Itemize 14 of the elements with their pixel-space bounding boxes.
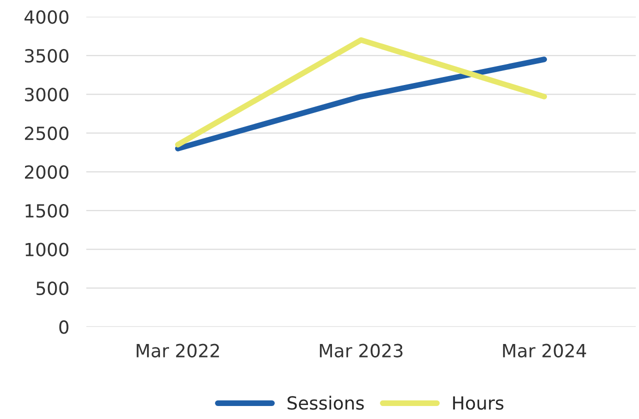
y-tick-label: 1500: [26, 204, 68, 218]
legend-label: Hours: [453, 396, 504, 410]
y-tick-label: 500: [36, 282, 68, 296]
y-tick-label: 2500: [24, 126, 68, 140]
y-tick-label: 4000: [24, 10, 68, 24]
legend-label: Sessions: [288, 396, 364, 410]
y-tick-label: 2000: [24, 165, 68, 179]
y-tick-label: 3500: [25, 48, 68, 63]
x-tick-label: Mar 2022: [136, 344, 219, 358]
y-tick-label: 1000: [26, 242, 68, 256]
x-tick-label: Mar 2024: [503, 344, 586, 358]
y-tick-label: 0: [59, 320, 68, 334]
y-tick-label: 3000: [25, 88, 68, 102]
x-tick-label: Mar 2023: [320, 344, 402, 358]
